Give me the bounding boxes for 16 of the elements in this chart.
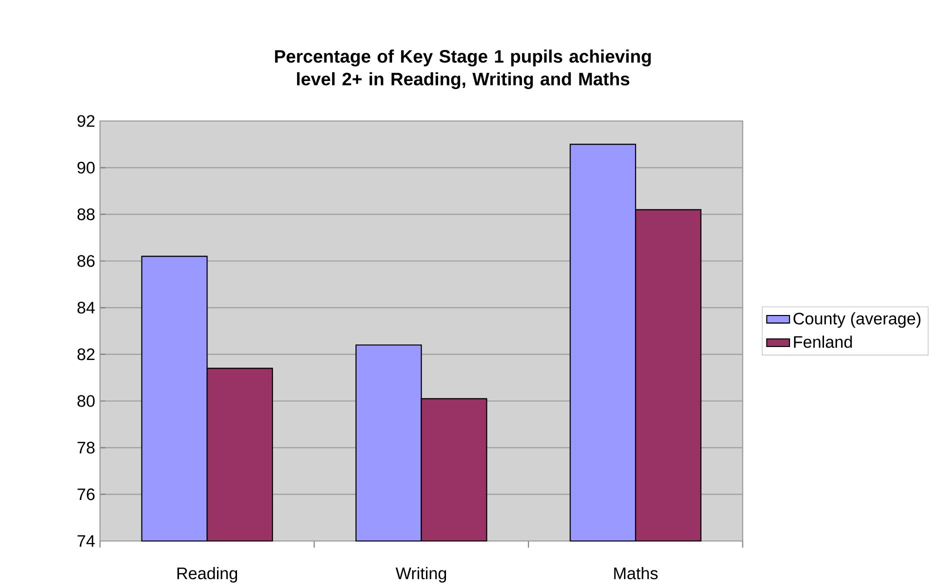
- y-tick-label: 80: [77, 395, 95, 407]
- y-tick-label: 84: [77, 302, 95, 314]
- legend-label: Fenland: [794, 336, 852, 348]
- y-tick-label: 88: [77, 208, 95, 220]
- y-tick-label: 74: [78, 535, 95, 547]
- y-tick-label: 78: [78, 442, 95, 454]
- x-tick-label: Writing: [396, 567, 446, 583]
- y-tick-label: 90: [78, 162, 95, 174]
- chart-title: Percentage of Key Stage 1 pupils achieving level 2+ in Reading, Writing and Maths: [275, 50, 651, 90]
- y-tick-label: 92: [78, 115, 94, 127]
- x-tick-label: Reading: [177, 567, 238, 583]
- y-tick-label: 82: [77, 348, 94, 360]
- y-tick-label: 86: [77, 255, 95, 267]
- legend-label: County (average): [794, 312, 920, 328]
- y-tick-label: 76: [78, 488, 95, 500]
- x-tick-label: Maths: [614, 567, 658, 580]
